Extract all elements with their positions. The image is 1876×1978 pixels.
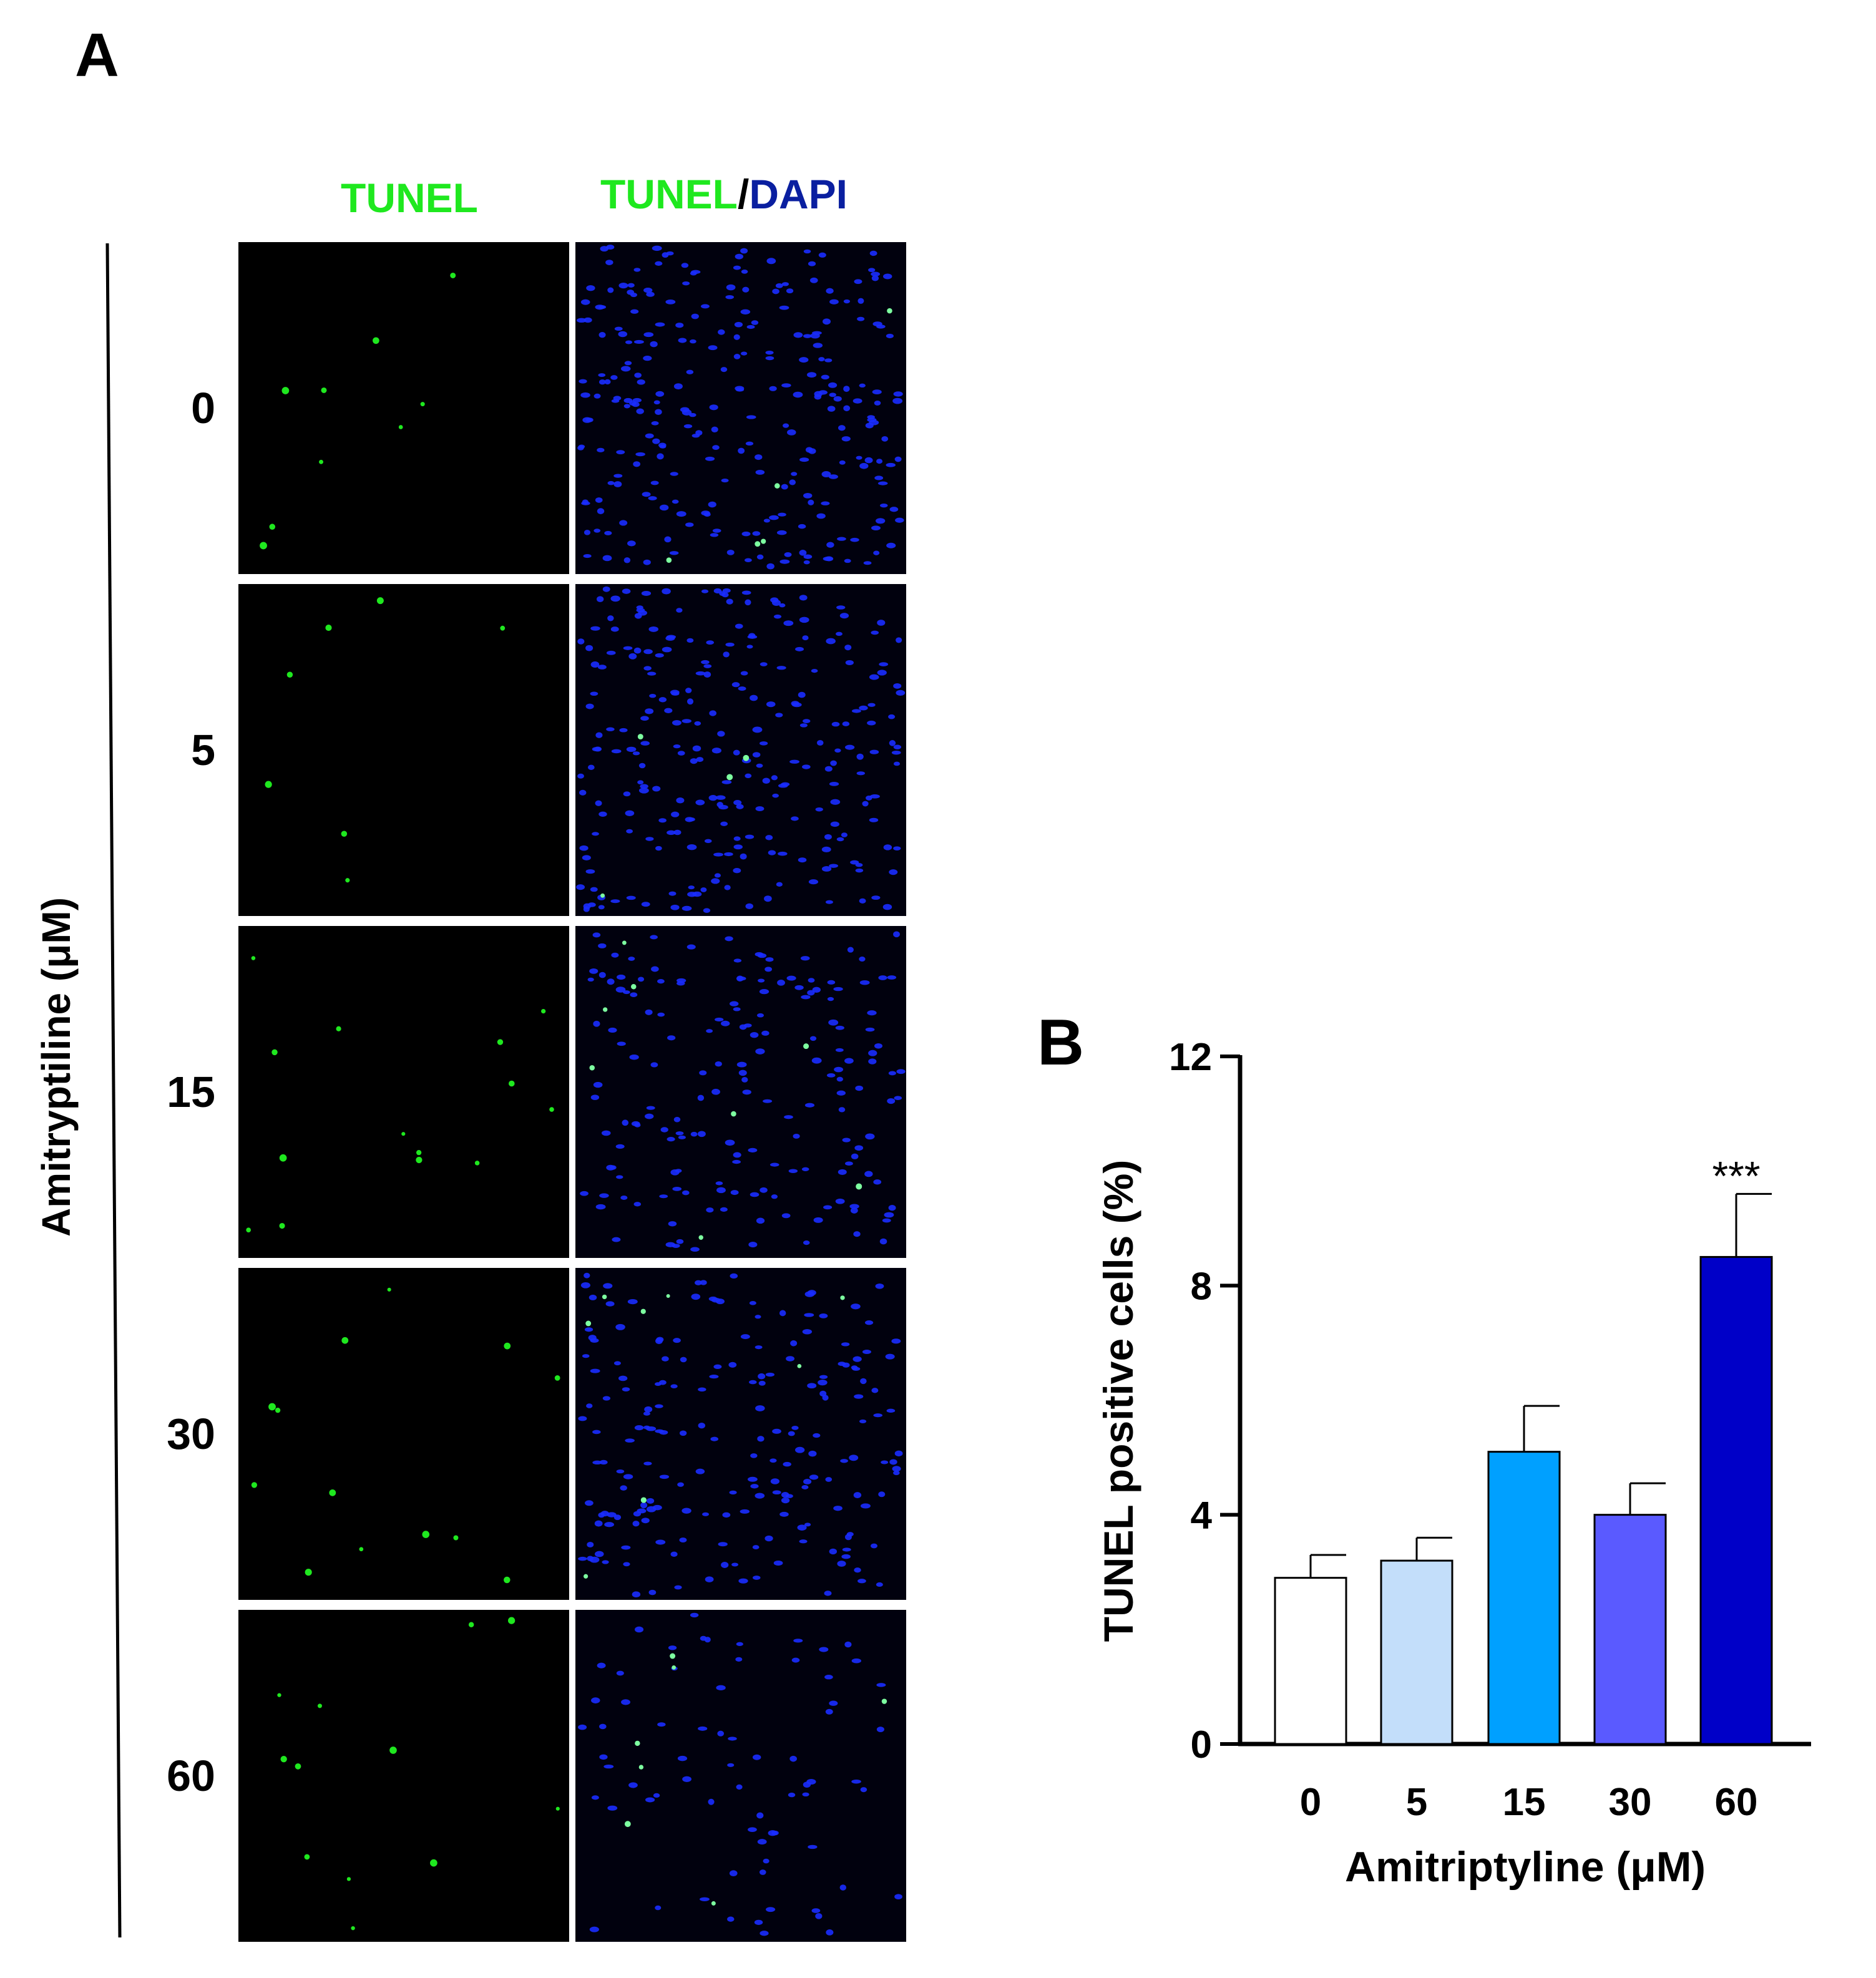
tunel-column-header: TUNEL — [341, 175, 478, 221]
bar-chart: 0 4 8 12 0 5 15 30 60 *** Amitriptyline (μM) TUNEL … — [1095, 1036, 1811, 1891]
merge-micrograph — [575, 926, 906, 1258]
merge-micrograph — [575, 242, 906, 574]
dose-row-label: 0 — [191, 384, 215, 432]
x-tick-label: 30 — [1609, 1781, 1652, 1824]
y-tick-label: 12 — [1169, 1036, 1212, 1079]
dose-gradient-line — [105, 243, 122, 1938]
bar — [1380, 1559, 1453, 1745]
dose-row-label: 15 — [167, 1068, 215, 1116]
tunel-micrograph — [238, 242, 569, 574]
dose-row-label: 60 — [167, 1751, 215, 1800]
x-tick-label: 5 — [1406, 1781, 1427, 1824]
merge-micrograph — [575, 1268, 906, 1600]
merge-micrograph — [575, 1610, 906, 1942]
x-tick-label: 60 — [1715, 1781, 1758, 1824]
merge-header-slash: / — [738, 171, 749, 217]
bar — [1274, 1577, 1347, 1745]
merge-micrograph — [575, 584, 906, 916]
x-axis-label: Amitriptyline (μM) — [1345, 1843, 1706, 1891]
y-tick-label: 0 — [1191, 1723, 1212, 1766]
y-axis-label: TUNEL positive cells (%) — [1095, 1160, 1141, 1642]
bar — [1487, 1451, 1561, 1745]
x-tick-label: 15 — [1503, 1781, 1546, 1824]
x-tick-label: 0 — [1300, 1781, 1321, 1824]
bar — [1593, 1514, 1667, 1745]
tunel-micrograph — [238, 1610, 569, 1942]
y-tick-label: 8 — [1191, 1265, 1212, 1308]
dose-axis-label: Amitryptiline (μM) — [34, 897, 79, 1237]
merge-column-header: TUNEL/DAPI — [600, 171, 848, 217]
micrograph-grid: 0 5 15 30 60 — [167, 242, 906, 1942]
y-tick-label: 4 — [1191, 1494, 1213, 1537]
tunel-micrograph — [238, 926, 569, 1258]
panel-b-label: B — [1037, 1006, 1084, 1079]
significance-marker: *** — [1712, 1152, 1760, 1199]
merge-header-dapi: DAPI — [749, 171, 848, 217]
panel-a-label: A — [75, 21, 119, 89]
tunel-micrograph — [238, 584, 569, 916]
tunel-micrograph — [238, 1268, 569, 1600]
dose-row-label: 30 — [167, 1410, 215, 1458]
bar — [1699, 1255, 1773, 1745]
dose-row-label: 5 — [191, 726, 215, 774]
merge-header-tunel: TUNEL — [600, 171, 738, 217]
